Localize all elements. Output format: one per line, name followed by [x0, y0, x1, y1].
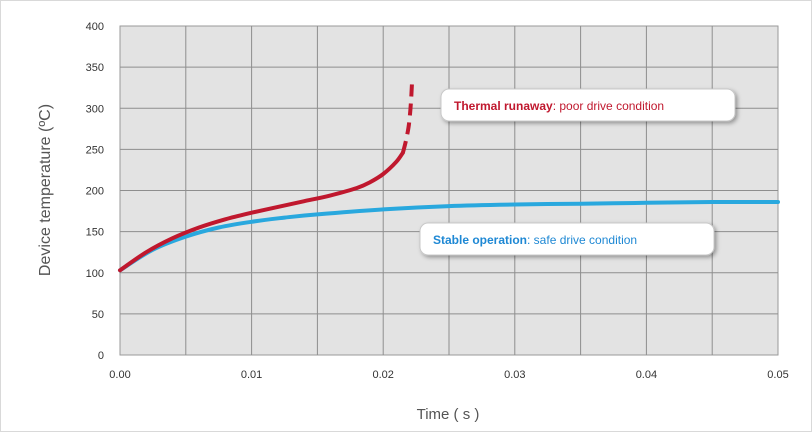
- x-tick-label: 0.04: [636, 369, 657, 381]
- series-line-stable-operation: [118, 199, 780, 273]
- x-tick-label: 0.01: [241, 369, 262, 381]
- series-line-thermal-runaway: [118, 150, 405, 273]
- x-tick-label: 0.05: [767, 369, 788, 381]
- y-tick-label: 250: [86, 144, 104, 156]
- y-tick-label: 50: [92, 309, 104, 321]
- y-tick-label: 300: [86, 103, 104, 115]
- y-axis-label: Device temperature (ºC): [37, 104, 54, 276]
- y-tick-label: 350: [86, 62, 104, 74]
- annotation-thermal-runaway-detail: : poor drive condition: [553, 99, 664, 113]
- annotation-stable-operation: Stable operation: safe drive condition: [433, 233, 637, 247]
- y-tick-label: 200: [86, 186, 104, 198]
- y-tick-label: 150: [86, 227, 104, 239]
- annotation-thermal-runaway: Thermal runaway: poor drive condition: [454, 99, 664, 113]
- x-tick-label: 0.00: [109, 369, 130, 381]
- series-line-thermal-runaway-dashed: [400, 79, 415, 154]
- x-tick-label: 0.03: [504, 369, 525, 381]
- annotation-thermal-runaway-box: [440, 88, 736, 122]
- annotation-thermal-runaway-title: Thermal runaway: [454, 99, 553, 113]
- annotation-stable-operation-title: Stable operation: [433, 233, 527, 247]
- x-tick-label: 0.02: [372, 369, 393, 381]
- y-tick-label: 0: [98, 350, 104, 362]
- y-tick-label: 100: [86, 268, 104, 280]
- y-tick-label: 400: [86, 21, 104, 33]
- annotation-stable-operation-detail: : safe drive condition: [527, 233, 637, 247]
- x-axis-label: Time ( s ): [417, 406, 480, 423]
- annotation-stable-operation-box: [419, 222, 715, 256]
